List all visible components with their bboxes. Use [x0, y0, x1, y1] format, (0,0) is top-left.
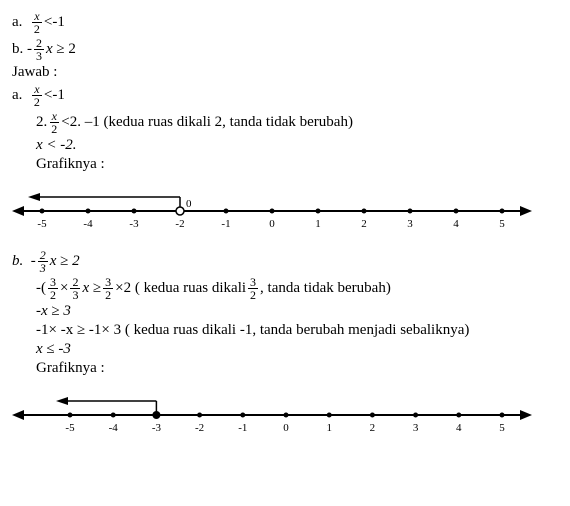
sol-a-rhs1: -1	[52, 87, 65, 104]
sol-b-l3: -x ≥ 3	[12, 303, 558, 320]
sol-b-l5-text: x ≤ -3	[36, 341, 71, 358]
sol-a-l2-pre: 2.	[36, 114, 47, 131]
numberline-b: -5 -4 -3 -2 -1 0 1 2 3 4 5	[12, 383, 558, 443]
svg-text:4: 4	[453, 218, 459, 230]
svg-text:-1: -1	[238, 422, 247, 434]
svg-text:5: 5	[499, 218, 505, 230]
svg-text:-3: -3	[152, 422, 162, 434]
svg-text:0: 0	[269, 218, 275, 230]
svg-text:0: 0	[283, 422, 289, 434]
sol-b-l2-rhs: 2 ( kedua ruas dikali	[124, 280, 246, 297]
frac-a-den: 2	[32, 23, 42, 35]
sol-b-f1-den: 3	[38, 262, 48, 274]
svg-text:5: 5	[499, 422, 505, 434]
sol-b-t2: ×	[115, 280, 123, 297]
rel-a: <	[44, 14, 52, 31]
problem-b: b. - 2 3 x ≥ 2	[12, 37, 558, 62]
sol-b-var1: x	[50, 253, 57, 270]
neg-b: -	[27, 41, 32, 58]
sol-b-l4: -1× -x ≥ -1× 3 ( kedua ruas dikali -1, t…	[12, 322, 558, 339]
svg-text:-1: -1	[221, 218, 230, 230]
svg-text:-2: -2	[195, 422, 204, 434]
svg-text:0: 0	[186, 198, 192, 210]
frac-b-den: 3	[34, 50, 44, 62]
sol-b-l3-text: -x ≥ 3	[36, 303, 71, 320]
svg-text:1: 1	[315, 218, 321, 230]
sol-b-rel1: ≥	[60, 253, 68, 270]
frac-a: x 2	[32, 10, 42, 35]
svg-text:-4: -4	[109, 422, 119, 434]
sol-b-l1: b. - 2 3 x ≥ 2	[12, 249, 558, 274]
jawab-label: Jawab :	[12, 64, 558, 81]
sol-b-f3d: 2	[103, 289, 113, 301]
sol-b-l2-var: x ≥	[82, 280, 101, 297]
sol-b-label: b.	[12, 253, 23, 270]
svg-text:-4: -4	[83, 218, 93, 230]
sol-b-neg: -	[31, 253, 36, 270]
sol-a-l2: 2. x 2 <2. –1 (kedua ruas dikali 2, tand…	[12, 110, 558, 135]
rel-b: ≥	[56, 41, 64, 58]
sol-a-frac2: x 2	[49, 110, 59, 135]
sol-b-t1: ×	[60, 280, 68, 297]
rhs-a: -1	[52, 14, 65, 31]
svg-text:-3: -3	[129, 218, 139, 230]
sol-a-rel1: <	[44, 87, 52, 104]
sol-a-f2-den: 2	[49, 123, 59, 135]
sol-a-l2-mid: <2. –1 (kedua ruas dikali 2, tanda tidak…	[61, 114, 353, 131]
svg-text:2: 2	[370, 422, 376, 434]
svg-text:3: 3	[407, 218, 413, 230]
sol-b-f1: 3 2	[48, 276, 58, 301]
sol-b-l5: x ≤ -3	[12, 341, 558, 358]
svg-text:-5: -5	[65, 422, 75, 434]
rhs-b: 2	[68, 41, 76, 58]
sol-a-l3: x < -2.	[12, 137, 558, 154]
sol-a-l4: Grafiknya :	[12, 156, 558, 173]
problem-a: a. x 2 < -1	[12, 10, 558, 35]
sol-b-f1d: 2	[48, 289, 58, 301]
sol-a-l1: a. x 2 < -1	[12, 83, 558, 108]
svg-text:1: 1	[326, 422, 332, 434]
svg-text:2: 2	[361, 218, 367, 230]
svg-text:-5: -5	[37, 218, 47, 230]
sol-b-f2: 2 3	[70, 276, 80, 301]
sol-b-f4: 3 2	[248, 276, 258, 301]
sol-b-l6: Grafiknya :	[12, 360, 558, 377]
svg-text:-2: -2	[175, 218, 184, 230]
sol-b-l2-pre: -(	[36, 280, 46, 297]
svg-text:3: 3	[413, 422, 419, 434]
sol-b-f2d: 3	[70, 289, 80, 301]
sol-a-frac1: x 2	[32, 83, 42, 108]
sol-a-label: a.	[12, 87, 22, 104]
label-b: b.	[12, 41, 23, 58]
sol-b-f4d: 2	[248, 289, 258, 301]
sol-b-l2: -( 3 2 × 2 3 x ≥ 3 2 × 2 ( kedua ruas di…	[12, 276, 558, 301]
sol-b-f3: 3 2	[103, 276, 113, 301]
sol-a-f1-den: 2	[32, 96, 42, 108]
var-b: x	[46, 41, 53, 58]
sol-b-l2-tail: , tanda tidak berubah)	[260, 280, 391, 297]
sol-b-rhs1: 2	[72, 253, 80, 270]
sol-a-l3-text: x < -2.	[36, 137, 77, 154]
label-a: a.	[12, 14, 22, 31]
frac-b: 2 3	[34, 37, 44, 62]
sol-b-frac1: 2 3	[38, 249, 48, 274]
svg-text:4: 4	[456, 422, 462, 434]
numberline-a: -5 -4 -3 -2 -1 0 1 2 3 4 5 0	[12, 179, 558, 239]
